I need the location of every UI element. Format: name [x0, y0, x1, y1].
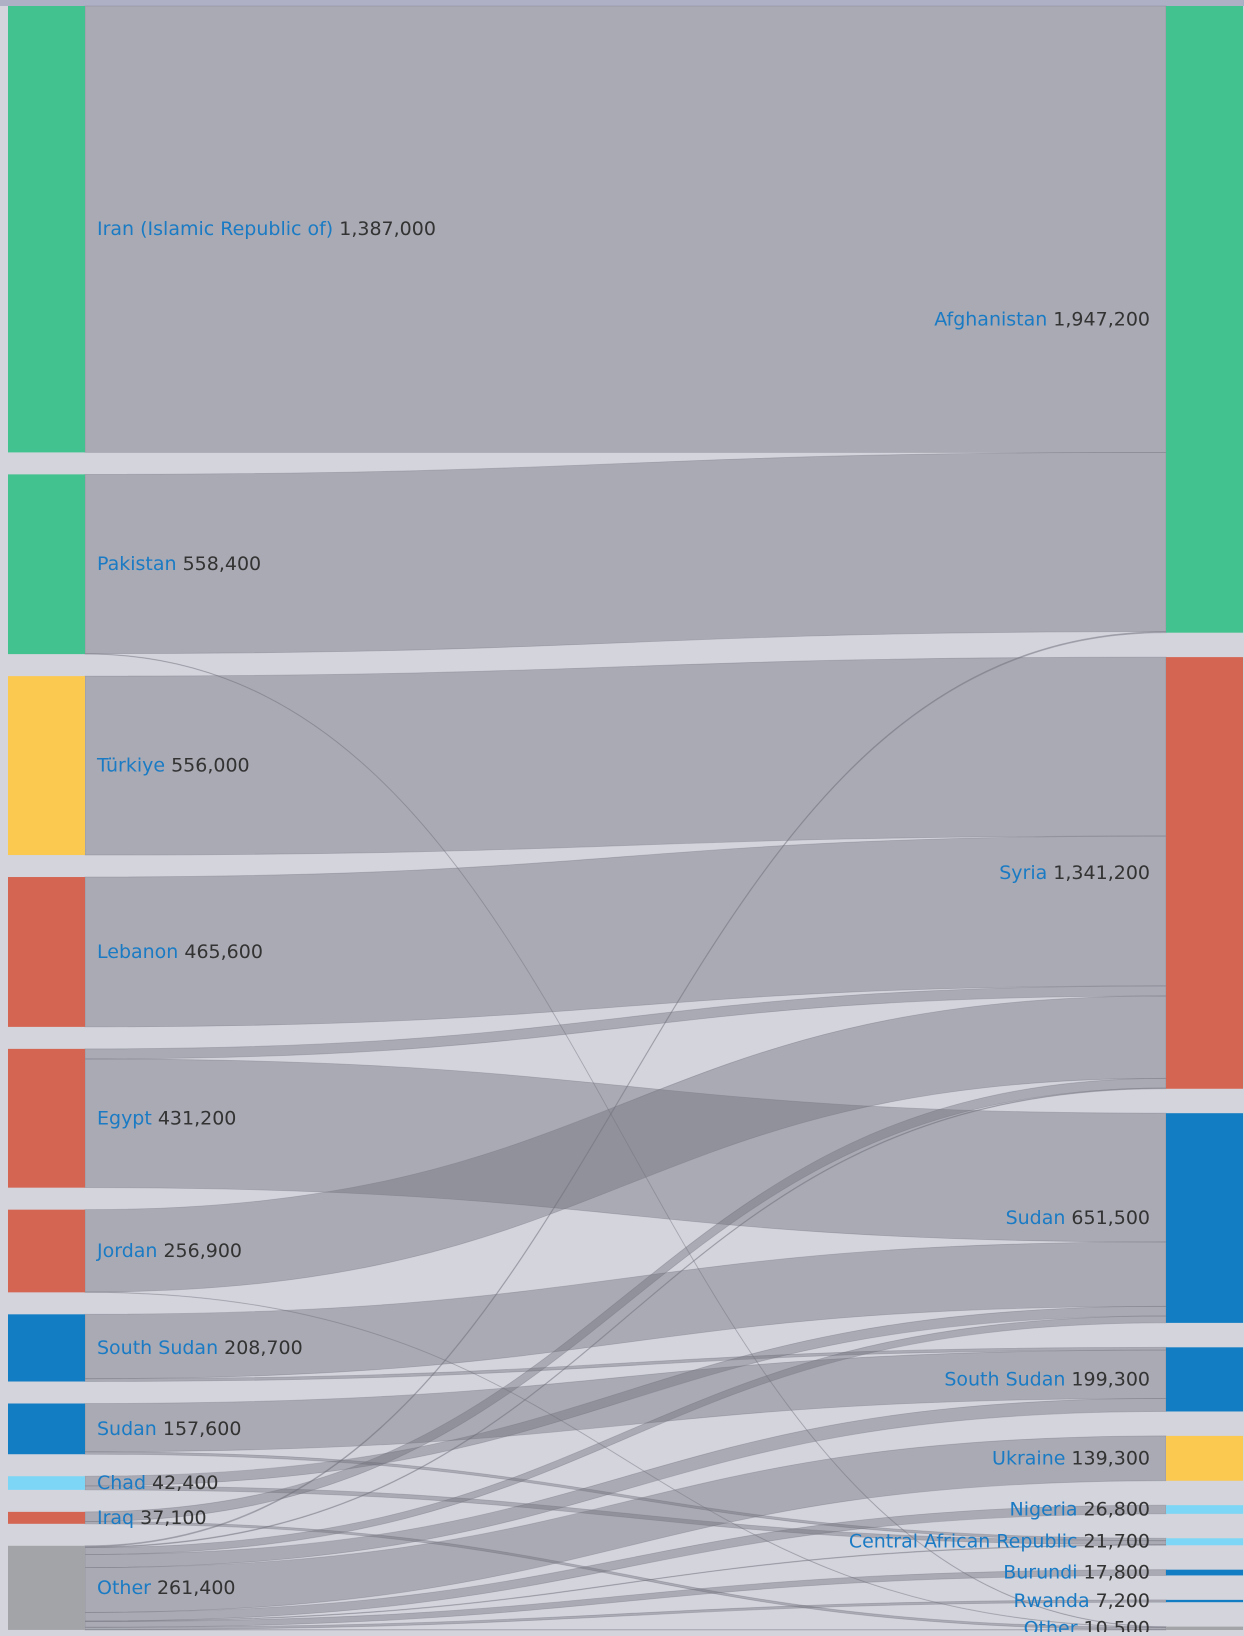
node-name: Türkiye — [96, 754, 165, 776]
node-value: 1,947,200 — [1053, 308, 1150, 330]
node-label: Chad 42,400 — [97, 1472, 219, 1494]
top-border — [0, 0, 1244, 6]
node-name: Iraq — [97, 1506, 134, 1528]
node-name: Ukraine — [992, 1447, 1065, 1469]
node-value: 139,300 — [1071, 1447, 1150, 1469]
node-name: Burundi — [1003, 1561, 1077, 1583]
node-label: Afghanistan 1,947,200 — [934, 308, 1150, 330]
node-label: South Sudan 208,700 — [97, 1336, 303, 1358]
node-label: Jordan 256,900 — [96, 1239, 242, 1261]
node — [8, 1512, 85, 1524]
node — [1166, 1538, 1243, 1545]
node-value: 42,400 — [152, 1472, 218, 1494]
node — [8, 877, 85, 1027]
node-value: 651,500 — [1071, 1207, 1150, 1229]
node — [8, 1476, 85, 1490]
node-label: Iraq 37,100 — [97, 1506, 207, 1528]
node-value: 199,300 — [1071, 1368, 1150, 1390]
node — [8, 1049, 85, 1188]
node — [1166, 1600, 1243, 1602]
node-label: Syria 1,341,200 — [999, 861, 1150, 883]
node-label: Other 261,400 — [97, 1576, 236, 1598]
node-label: Burundi 17,800 — [1003, 1561, 1150, 1583]
node-label: Ukraine 139,300 — [992, 1447, 1150, 1469]
node-label: Other 10,500 — [1024, 1617, 1150, 1632]
node — [8, 1404, 85, 1455]
node-name: Jordan — [96, 1239, 157, 1261]
node-label: Türkiye 556,000 — [96, 754, 250, 776]
node-value: 1,387,000 — [339, 218, 436, 240]
node-label: Sudan 157,600 — [97, 1417, 241, 1439]
node — [8, 1210, 85, 1293]
node — [1166, 6, 1243, 633]
node-value: 37,100 — [140, 1506, 206, 1528]
node-value: 431,200 — [158, 1107, 237, 1129]
node-name: Egypt — [97, 1107, 152, 1129]
node — [1166, 1505, 1243, 1514]
node-value: 256,900 — [163, 1239, 242, 1261]
node-name: Afghanistan — [934, 308, 1047, 330]
node-value: 556,000 — [171, 754, 250, 776]
node-label: South Sudan 199,300 — [944, 1368, 1150, 1390]
node-name: Sudan — [97, 1417, 157, 1439]
node — [1166, 1570, 1243, 1576]
node-value: 26,800 — [1084, 1498, 1150, 1520]
node — [1166, 1113, 1243, 1323]
node — [1166, 1627, 1243, 1630]
node-name: Other — [97, 1576, 151, 1598]
node — [8, 676, 85, 855]
node-value: 157,600 — [163, 1417, 242, 1439]
node-name: Sudan — [1006, 1207, 1066, 1229]
node — [8, 1546, 85, 1630]
node-label: Central African Republic 21,700 — [849, 1530, 1150, 1552]
node-name: Rwanda — [1013, 1590, 1089, 1612]
node-name: South Sudan — [944, 1368, 1065, 1390]
node-name: Chad — [97, 1472, 146, 1494]
node-name: Iran (Islamic Republic of) — [97, 218, 333, 240]
node — [8, 474, 85, 654]
node-name: Pakistan — [97, 553, 177, 575]
node-name: Lebanon — [97, 940, 178, 962]
node-label: Rwanda 7,200 — [1013, 1590, 1150, 1612]
node-value: 17,800 — [1084, 1561, 1150, 1583]
node-label: Iran (Islamic Republic of) 1,387,000 — [97, 218, 436, 240]
node-value: 465,600 — [184, 940, 263, 962]
node — [8, 1314, 85, 1381]
node-label: Egypt 431,200 — [97, 1107, 236, 1129]
node — [1166, 1436, 1243, 1481]
node-name: Central African Republic — [849, 1530, 1078, 1552]
node-name: Nigeria — [1010, 1498, 1078, 1520]
node-value: 208,700 — [224, 1336, 303, 1358]
node-value: 21,700 — [1084, 1530, 1150, 1552]
node-value: 1,341,200 — [1053, 861, 1150, 883]
node — [8, 6, 85, 452]
node-value: 558,400 — [183, 553, 262, 575]
node-name: Other — [1024, 1617, 1078, 1632]
node-value: 7,200 — [1096, 1590, 1150, 1612]
node — [1166, 657, 1243, 1089]
node-name: South Sudan — [97, 1336, 218, 1358]
node-value: 261,400 — [157, 1576, 236, 1598]
node-name: Syria — [999, 861, 1047, 883]
node-value: 10,500 — [1084, 1617, 1150, 1632]
node — [1166, 1347, 1243, 1411]
